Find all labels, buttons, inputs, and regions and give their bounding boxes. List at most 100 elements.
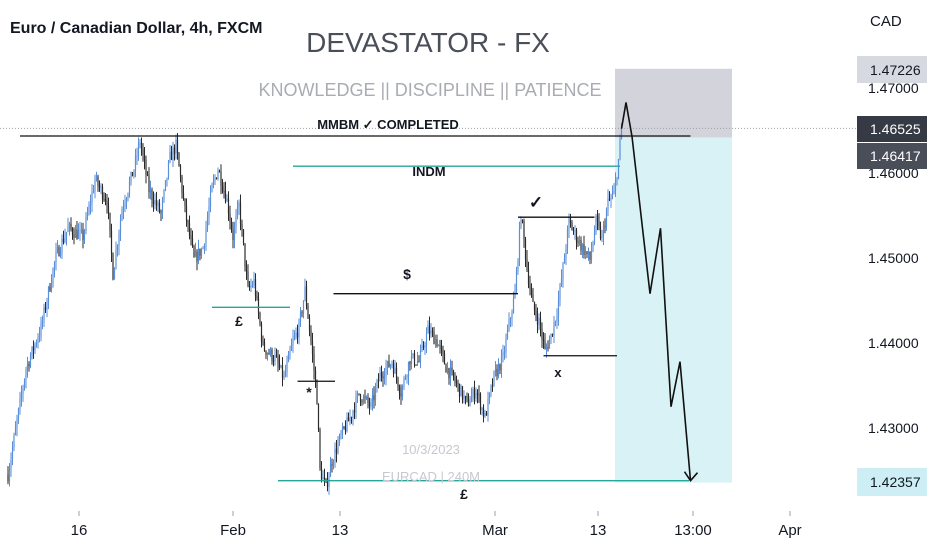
candle [536,307,539,334]
candle [515,266,518,294]
candle [337,436,339,455]
price-axis[interactable]: CAD 1.470001.460001.450001.440001.43000 … [857,13,927,496]
candle [329,456,332,478]
candle [317,403,320,432]
candle [458,383,461,403]
candle [449,359,452,386]
candle [547,340,549,352]
candle [377,373,380,389]
candle [248,281,251,291]
candle [37,333,39,349]
candle [373,386,375,409]
candle [202,245,204,250]
candle [611,185,614,200]
candle [481,406,483,416]
candle [421,338,423,353]
candle [500,349,503,378]
candle [298,318,300,345]
candle [73,227,75,245]
candles [7,122,623,495]
candle [566,225,569,255]
candle [97,174,99,192]
candle [299,307,302,328]
candle [467,393,470,407]
candle [181,174,183,199]
candle [505,333,507,359]
candle [251,280,254,288]
label-pound-bottom: £ [460,486,468,502]
candle [157,200,159,213]
candle [613,183,615,195]
candle [149,180,152,200]
candle [559,282,561,307]
candle [512,291,515,314]
candle [94,174,96,199]
candle [208,197,210,226]
candle [50,274,53,293]
candle [484,409,486,418]
candle [88,201,90,216]
candle [227,191,230,221]
candle [158,199,161,214]
candle [61,234,63,259]
candle [235,209,237,234]
candle [257,292,260,320]
candle [134,148,137,178]
price-badge-target-top-text: 1.47226 [870,62,921,78]
candle [584,246,587,260]
watermark-date: 10/3/2023 [402,442,460,457]
candle [593,225,596,246]
candle [574,225,576,240]
candle [367,393,369,409]
candle [554,320,557,327]
candle [167,160,170,180]
candle [98,180,101,192]
candle [410,350,413,370]
candle [341,422,344,439]
candle [494,361,497,377]
candle [419,344,422,369]
label-pound-left: £ [235,313,243,329]
candle [514,283,516,299]
candle [145,155,147,184]
candle [308,314,311,337]
candle [217,167,219,181]
candle [454,372,456,387]
price-axis-tick: 1.43000 [868,420,919,436]
candle [535,303,537,322]
candle [491,378,494,392]
candle [424,341,426,355]
candle [161,196,164,219]
candle [67,217,69,233]
label-dollar: $ [403,266,411,282]
candle [286,355,288,378]
candle [353,402,356,420]
candle [442,345,444,363]
candle [428,316,431,341]
candle [311,332,314,363]
candle [412,352,414,359]
position-zones [615,68,732,483]
candle [206,211,209,233]
time-axis[interactable]: 16 Feb 13 Mar 13 13:00 Apr [71,511,802,539]
candle [272,355,275,367]
candle [448,367,450,385]
candle [35,339,38,348]
candle [245,260,248,280]
candle [260,321,263,348]
candle [508,312,510,332]
candle [605,207,608,231]
candle [529,275,531,296]
candle [601,229,603,242]
candle [163,188,165,203]
candle [38,326,41,343]
candle [433,326,435,345]
candle [232,221,234,249]
candle [404,374,407,381]
candle [518,221,521,267]
candle [122,199,125,220]
candle [197,239,200,265]
candle [587,247,590,261]
candle [434,334,437,348]
